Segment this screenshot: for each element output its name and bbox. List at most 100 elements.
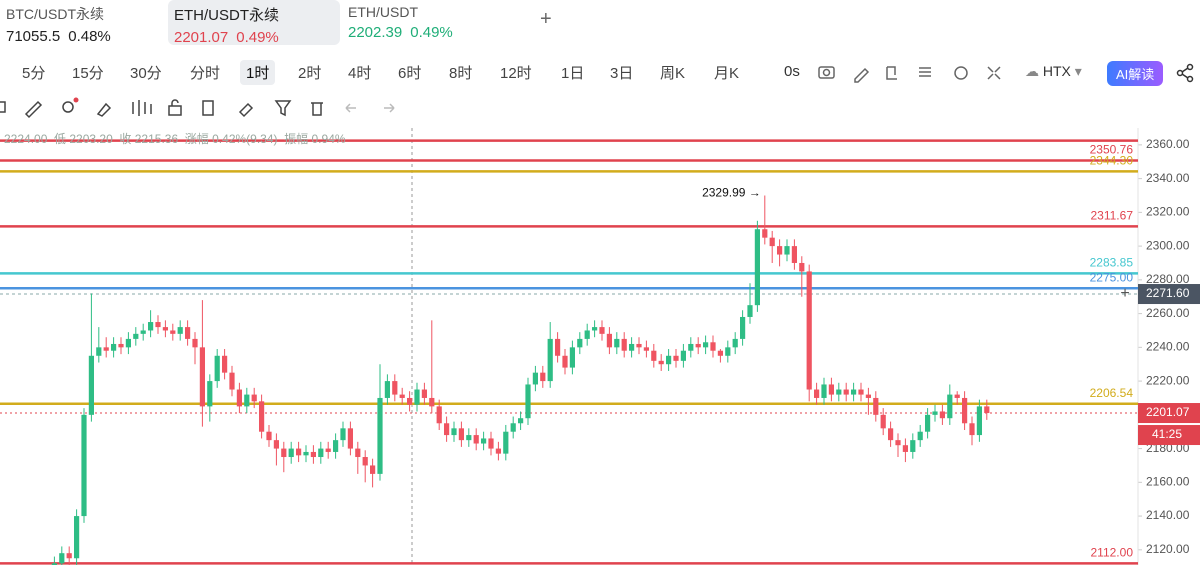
candle-body [310, 451, 316, 458]
timeframe-button[interactable]: 15分 [72, 65, 104, 82]
crosshair-price: 2271.60 [1146, 286, 1190, 300]
timeframe-button[interactable]: 分时 [190, 65, 221, 82]
candle-body [414, 389, 420, 405]
share-dot [1186, 63, 1194, 71]
candle-body [303, 451, 309, 456]
redo-icon[interactable] [384, 103, 395, 113]
gear-icon[interactable] [954, 66, 968, 80]
tool-icon[interactable] [62, 101, 74, 113]
tab[interactable]: ETH/USDT永续 2201.07 0.49% [168, 0, 340, 46]
candle-body [214, 355, 220, 382]
timeframe-button[interactable]: 3日 [610, 65, 634, 82]
candle-body [784, 246, 790, 255]
timeframe-button[interactable]: 1时 [240, 60, 276, 85]
add-tab[interactable]: + [540, 8, 552, 30]
candle-body [407, 397, 413, 405]
tool-icon[interactable] [0, 101, 6, 113]
share-icon[interactable] [1175, 62, 1197, 84]
timeframe-button[interactable]: 8时 [449, 65, 473, 82]
timeframe-button[interactable]: 2时 [298, 65, 322, 82]
candle-body [421, 389, 427, 398]
price-level-label: 2283.85 [1090, 256, 1134, 270]
candle-body [148, 322, 154, 331]
timeframe-button[interactable]: 月K [714, 65, 740, 82]
timeframe-button[interactable]: 12时 [500, 65, 532, 82]
y-tick-label: 2240.00 [1146, 340, 1190, 354]
candle-body [436, 406, 442, 424]
candle-body [917, 431, 923, 441]
candle-body [865, 394, 871, 398]
candle-body [177, 327, 183, 334]
camera-icon[interactable] [818, 66, 835, 79]
price-level-label: 2112.00 [1091, 545, 1134, 559]
candle-body [962, 397, 968, 424]
countdown-tag [1138, 425, 1200, 446]
timeframe-button[interactable]: 6时 [398, 65, 422, 82]
candle-body [392, 381, 398, 395]
crosshair-tag [1138, 284, 1200, 305]
candle-body [932, 411, 938, 415]
candle-body [814, 389, 820, 398]
candle-body [325, 448, 331, 452]
timeframe-button[interactable]: 周K [660, 65, 686, 82]
tool-icon[interactable] [238, 102, 254, 118]
exchange-select[interactable]: ☁ HTX ▾ [1025, 63, 1082, 80]
candle-body [288, 448, 294, 458]
refresh[interactable]: 0s [784, 63, 800, 80]
candle-body [399, 394, 405, 398]
timeframe-button[interactable]: 4时 [348, 65, 372, 82]
tool-icons [818, 66, 1001, 83]
candle-body [199, 347, 205, 407]
pen-icon[interactable] [854, 67, 870, 83]
timeframe-button[interactable]: 1日 [561, 65, 585, 82]
candle-body [910, 440, 916, 452]
tool-icon[interactable] [96, 102, 112, 117]
candle-body [799, 262, 805, 272]
candle-body [747, 305, 753, 317]
y-tick-label: 2160.00 [1146, 474, 1190, 488]
candle-body [947, 394, 953, 419]
candle-body [273, 440, 279, 449]
y-tick-label: 2140.00 [1146, 508, 1190, 522]
last-price-label: 2201.07 [1146, 405, 1190, 419]
candle-body [525, 384, 531, 419]
price-level-label: 2344.30 [1090, 154, 1134, 168]
candle-body [532, 372, 538, 385]
tab-price: 71055.5 [6, 28, 61, 45]
candle-body [88, 355, 94, 415]
candle-body [710, 342, 716, 351]
timeframe-button[interactable]: 5分 [22, 65, 46, 82]
candle-body [769, 237, 775, 247]
candle-body [466, 435, 472, 441]
candle-body [984, 406, 990, 414]
candle-body [74, 516, 80, 559]
fullscreen-icon[interactable] [987, 66, 1001, 80]
tab[interactable]: BTC/USDT永续 71055.5 0.48% [0, 0, 166, 45]
share-dot [1176, 69, 1184, 77]
candle-body [643, 347, 649, 351]
candle-body [66, 553, 72, 559]
candle-body [451, 428, 457, 436]
candle-body [976, 406, 982, 436]
candle-body [185, 327, 191, 339]
drawing-toolbar [0, 97, 395, 119]
candle-body [902, 445, 908, 452]
indicator-icon[interactable] [886, 66, 897, 80]
candle-body [384, 381, 390, 398]
undo-icon[interactable] [345, 103, 356, 113]
tool-icon[interactable] [202, 100, 214, 116]
tool-icon[interactable] [132, 100, 152, 116]
tool-icon[interactable] [168, 105, 182, 116]
settings-list-icon[interactable] [919, 67, 931, 77]
tab-price: 2202.39 [348, 24, 403, 41]
candle-body [954, 394, 960, 398]
tool-icon[interactable] [311, 102, 323, 116]
tool-icon[interactable] [274, 100, 292, 117]
candle-body [629, 343, 635, 351]
candle-body [880, 414, 886, 429]
tool-icon[interactable] [24, 100, 43, 119]
tab[interactable]: ETH/USDT 2202.39 0.49% [342, 0, 532, 45]
ai-button[interactable]: AI解读 [1107, 61, 1164, 86]
timeframe-button[interactable]: 30分 [130, 65, 162, 82]
